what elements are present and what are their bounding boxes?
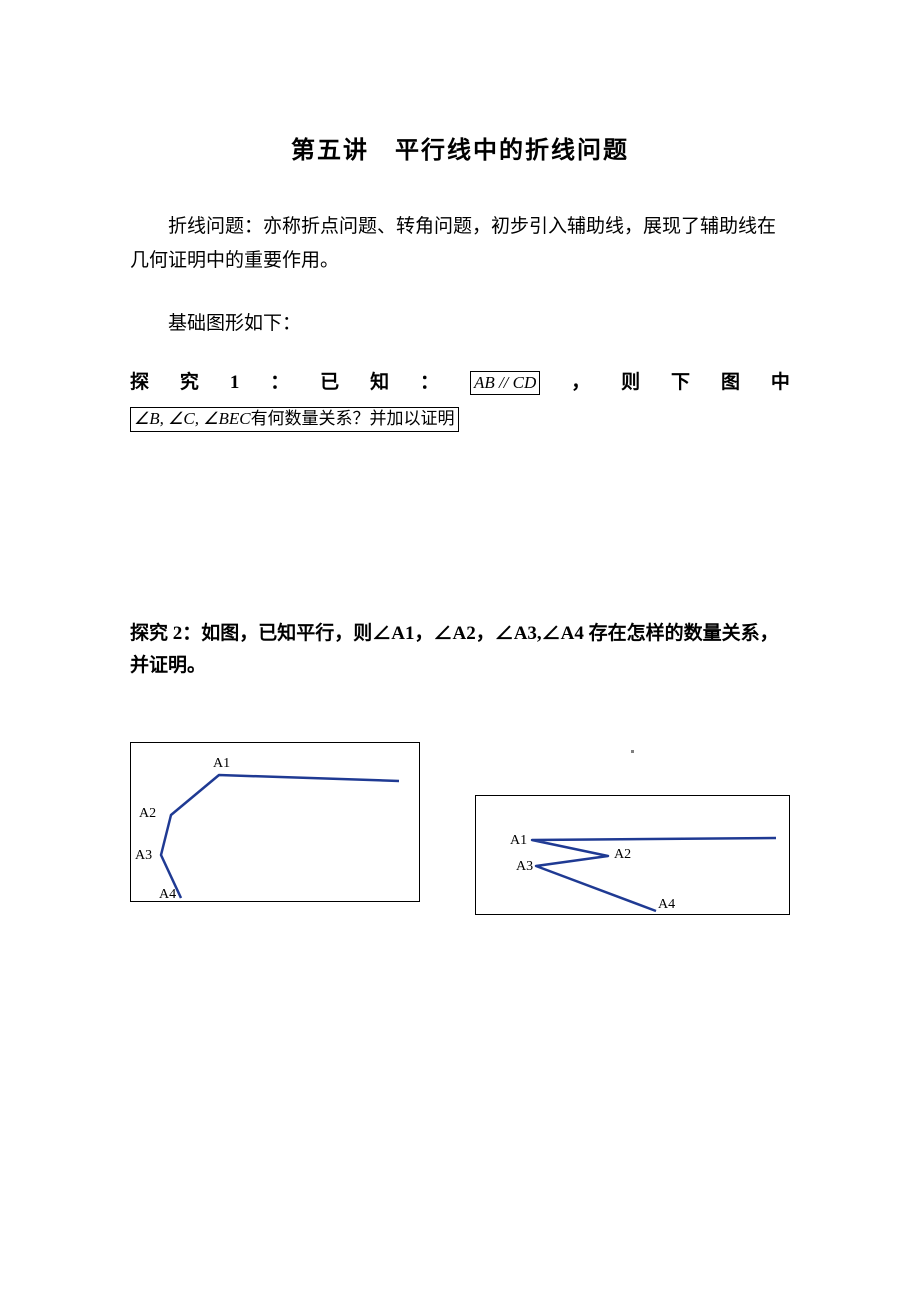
diagram-right-svg: A1 A2 A3 A4 [476, 796, 791, 916]
char: 则 [621, 365, 640, 401]
diagram-left-svg: A1 A2 A3 A4 [131, 743, 421, 903]
base-figure-label: 基础图形如下： [130, 308, 790, 335]
char: ： [420, 365, 439, 401]
boxed-math-2: ∠B, ∠C, ∠BEC有何数量关系？并加以证明 [130, 407, 459, 431]
char: 1 [230, 365, 240, 401]
separator-dot [631, 750, 634, 753]
diagram-right-wrapper: A1 A2 A3 A4 [475, 742, 790, 915]
diagrams-row: A1 A2 A3 A4 A1 A2 A3 A4 [130, 742, 790, 915]
explore-1: 探 究 1 ： 已 知 ： AB // CD ， 则 下 图 中 ∠B, ∠C,… [130, 365, 790, 437]
labels-right: A1 A2 A3 A4 [510, 833, 675, 912]
intro-paragraph: 折线问题：亦称折点问题、转角问题，初步引入辅助线，展现了辅助线在几何证明中的重要… [130, 210, 790, 278]
diagram-right: A1 A2 A3 A4 [475, 795, 790, 915]
diagram-left: A1 A2 A3 A4 [130, 742, 420, 902]
explore-1-line-1: 探 究 1 ： 已 知 ： AB // CD ， 则 下 图 中 [130, 365, 790, 401]
char: 图 [721, 365, 740, 401]
cn-text: 有何数量关系？并加以证明 [251, 409, 455, 428]
char: 中 [771, 365, 790, 401]
math-angles: ∠B, ∠C, ∠BEC [134, 409, 251, 428]
vertex-label: A4 [159, 887, 176, 902]
char: ， [571, 365, 590, 401]
vertex-label: A3 [135, 848, 152, 863]
polyline-right [532, 838, 776, 911]
vertex-label: A1 [510, 833, 527, 848]
explore-2: 探究 2：如图，已知平行，则∠A1，∠A2，∠A3,∠A4 存在怎样的数量关系，… [130, 618, 790, 683]
polyline-left [161, 775, 399, 898]
char: 已 [320, 365, 339, 401]
vertex-label: A4 [658, 897, 675, 912]
char: 究 [180, 365, 199, 401]
vertex-label: A3 [516, 859, 533, 874]
char: 探 [130, 365, 149, 401]
char: 知 [370, 365, 389, 401]
explore-1-line-2: ∠B, ∠C, ∠BEC有何数量关系？并加以证明 [130, 401, 790, 437]
boxed-math-1: AB // CD [470, 371, 540, 395]
lecture-title: 第五讲 平行线中的折线问题 [130, 130, 790, 165]
char: ： [270, 365, 289, 401]
vertex-label: A1 [213, 756, 230, 771]
vertex-label: A2 [614, 847, 631, 862]
vertex-label: A2 [139, 806, 156, 821]
char: 下 [671, 365, 690, 401]
